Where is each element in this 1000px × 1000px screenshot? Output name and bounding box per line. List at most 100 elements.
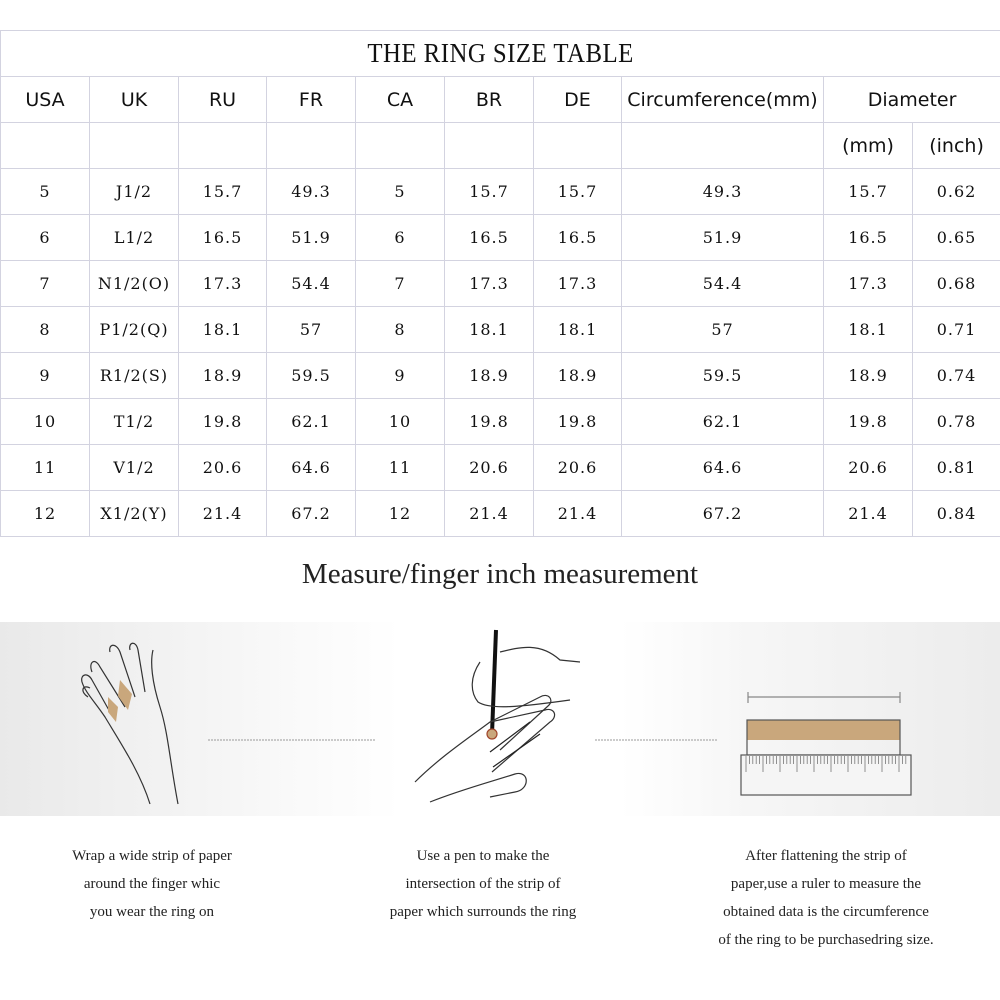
empty-cell — [533, 122, 622, 169]
table-cell: 5 — [0, 168, 90, 215]
table-cell: 18.9 — [533, 352, 622, 399]
table-cell: L1/2 — [89, 214, 179, 261]
table-cell: 6 — [355, 214, 445, 261]
table-cell: 9 — [355, 352, 445, 399]
table-cell: 17.3 — [823, 260, 913, 307]
caption-line: Wrap a wide strip of paper — [72, 848, 232, 864]
step-caption-2: Use a pen to make the intersection of the… — [333, 842, 633, 926]
table-row: 8 P1/2(Q) 18.1 57 8 18.1 18.1 57 18.1 0.71 — [0, 306, 1000, 353]
table-cell: 64.6 — [621, 444, 824, 491]
caption-line: you wear the ring on — [89, 904, 215, 920]
table-cell: 0.74 — [911, 352, 1000, 399]
table-cell: 18.9 — [178, 352, 267, 399]
table-cell: 18.1 — [178, 306, 267, 353]
table-cell: 20.6 — [533, 444, 622, 491]
caption-line: paper which surrounds the ring — [389, 904, 577, 920]
table-cell: 0.78 — [911, 398, 1000, 445]
table-cell: 12 — [0, 490, 90, 537]
table-cell: 17.3 — [178, 260, 267, 307]
empty-cell — [621, 122, 824, 169]
column-subheader: (mm) — [823, 122, 913, 169]
caption-line: Use a pen to make the — [416, 848, 550, 864]
table-row: 7 N1/2(O) 17.3 54.4 7 17.3 17.3 54.4 17.3 0.68 — [0, 260, 1000, 307]
table-cell: 16.5 — [444, 214, 534, 261]
table-cell: 57 — [266, 306, 356, 353]
paper-strip — [747, 720, 900, 740]
table-cell: 16.5 — [533, 214, 622, 261]
ruler — [740, 754, 912, 796]
table-cell: 54.4 — [621, 260, 824, 307]
table-cell: V1/2 — [89, 444, 179, 491]
caption-line: After flattening the strip of — [745, 848, 907, 864]
table-cell: 19.8 — [178, 398, 267, 445]
table-cell: 51.9 — [266, 214, 356, 261]
column-header: UK — [89, 76, 179, 123]
table-cell: 0.62 — [911, 168, 1000, 215]
pen-mark-finger-icon — [414, 629, 581, 803]
table-cell: 16.5 — [178, 214, 267, 261]
table-cell: 16.5 — [823, 214, 913, 261]
table-cell: 8 — [0, 306, 90, 353]
table-cell: 10 — [355, 398, 445, 445]
column-header: CA — [355, 76, 445, 123]
header-row: USA UK RU FR CA BR DE Circumference(mm) Diameter — [0, 76, 1000, 123]
empty-cell — [0, 122, 90, 169]
table-cell: 17.3 — [444, 260, 534, 307]
column-subheader: (inch) — [911, 122, 1000, 169]
column-header: DE — [533, 76, 622, 123]
table-cell: 59.5 — [621, 352, 824, 399]
ruler-measure-icon — [740, 692, 912, 796]
hand-wrap-paper-icon — [81, 642, 179, 805]
table-cell: 15.7 — [444, 168, 534, 215]
column-header: Diameter — [822, 76, 1000, 123]
table-cell: 21.4 — [178, 490, 267, 537]
table-cell: 64.6 — [266, 444, 356, 491]
table-cell: 19.8 — [823, 398, 913, 445]
subheader-row: (mm) (inch) — [0, 122, 1000, 169]
column-header: USA — [0, 76, 90, 123]
illustration-band — [0, 622, 1000, 816]
empty-cell — [89, 122, 179, 169]
table-cell: 21.4 — [533, 490, 622, 537]
table-cell: 18.1 — [444, 306, 534, 353]
table-cell: 5 — [355, 168, 445, 215]
table-cell: 49.3 — [621, 168, 824, 215]
table-row: 10 T1/2 19.8 62.1 10 19.8 19.8 62.1 19.8 0.78 — [0, 398, 1000, 445]
table-title-cell: THE RING SIZE TABLE — [0, 30, 1000, 77]
table-cell: 20.6 — [444, 444, 534, 491]
table-cell: 54.4 — [266, 260, 356, 307]
table-cell: 49.3 — [266, 168, 356, 215]
empty-cell — [444, 122, 534, 169]
paper-strip-1 — [118, 680, 132, 710]
caption-line: around the finger whic — [83, 876, 221, 892]
table-cell: 11 — [0, 444, 90, 491]
table-cell: 10 — [0, 398, 90, 445]
ring-size-table: THE RING SIZE TABLE USA UK RU FR CA BR DE Circu… — [0, 30, 1000, 537]
table-cell: 0.68 — [911, 260, 1000, 307]
caption-line: obtained data is the circumference — [723, 904, 929, 920]
column-header: Circumference(mm) — [621, 76, 824, 123]
table-cell: 17.3 — [533, 260, 622, 307]
measure-illustrations — [81, 629, 912, 805]
measure-heading: Measure/finger inch measurement — [301, 558, 699, 590]
table-cell: 20.6 — [178, 444, 267, 491]
empty-cell — [266, 122, 356, 169]
step-caption-3: After flattening the strip of paper,use a… — [676, 842, 976, 954]
table-cell: 18.1 — [823, 306, 913, 353]
pen-mark — [486, 728, 498, 740]
table-cell: 8 — [355, 306, 445, 353]
empty-cell — [178, 122, 267, 169]
table-cell: 0.71 — [911, 306, 1000, 353]
table-cell: J1/2 — [89, 168, 179, 215]
caption-line: paper,use a ruler to measure the — [730, 876, 922, 892]
table-cell: 0.81 — [911, 444, 1000, 491]
table-cell: 59.5 — [266, 352, 356, 399]
table-row: 11 V1/2 20.6 64.6 11 20.6 20.6 64.6 20.6 0.81 — [0, 444, 1000, 491]
table-row: 9 R1/2(S) 18.9 59.5 9 18.9 18.9 59.5 18.9 0.74 — [0, 352, 1000, 399]
column-header: BR — [444, 76, 534, 123]
table-cell: 62.1 — [266, 398, 356, 445]
table-cell: R1/2(S) — [89, 352, 179, 399]
table-row: 12 X1/2(Y) 21.4 67.2 12 21.4 21.4 67.2 21.4 0.84 — [0, 490, 1000, 537]
table-cell: 67.2 — [266, 490, 356, 537]
table-cell: 15.7 — [823, 168, 913, 215]
